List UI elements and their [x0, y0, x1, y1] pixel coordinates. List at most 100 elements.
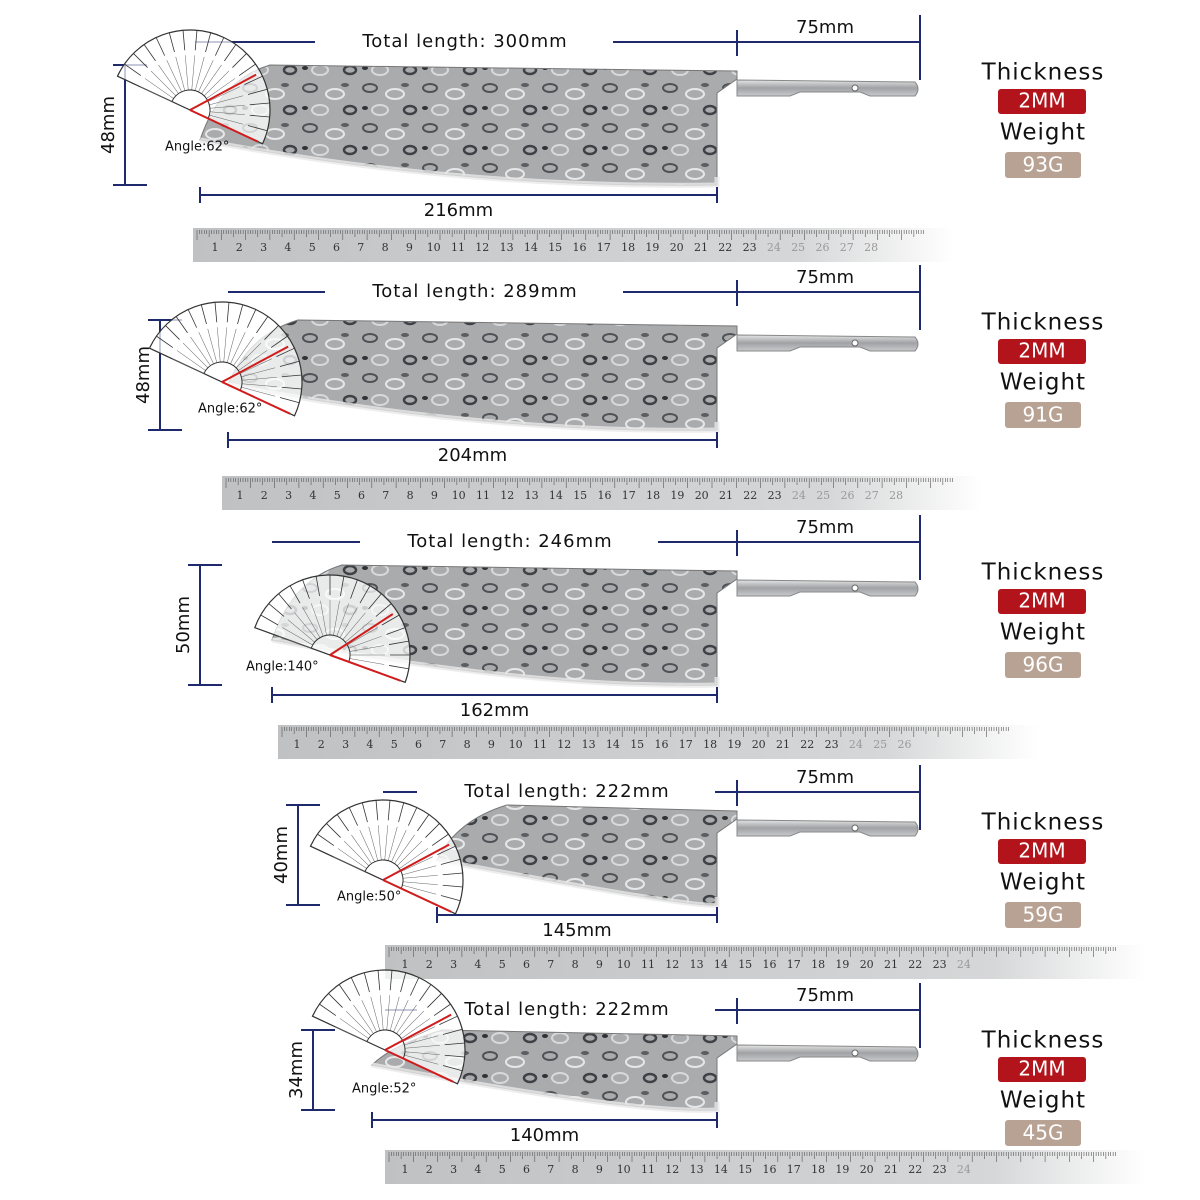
protractor-tick	[175, 316, 188, 334]
knife-row: Total length: 222mm 75mm 40mm 145mm Angle:50…	[271, 765, 1145, 979]
protractor-ray	[396, 1004, 417, 1034]
protractor-tick	[155, 37, 166, 56]
thickness-value: 2MM	[1018, 839, 1065, 863]
protractor-tick	[279, 397, 300, 404]
ruler-number: 5	[391, 738, 398, 751]
protractor-ray	[393, 1000, 409, 1032]
angle-label: Angle:52°	[352, 1082, 416, 1097]
tang	[736, 819, 919, 837]
tang-length: 75mm	[796, 517, 854, 538]
protractor-inner	[171, 89, 211, 119]
weight-value: 91G	[1023, 403, 1064, 427]
protractor-tick	[440, 895, 461, 902]
protractor-tick	[124, 63, 142, 76]
angle-ray	[189, 109, 259, 143]
protractor-ray	[368, 826, 379, 861]
ruler-number: 2	[426, 958, 433, 971]
blade	[436, 804, 738, 906]
blade-length: 216mm	[424, 200, 493, 221]
weight-label: Weight	[1000, 120, 1086, 146]
blade-length: 145mm	[542, 920, 611, 941]
protractor-ray	[198, 60, 214, 92]
ruler-number: 12	[557, 738, 571, 751]
thickness-value: 2MM	[1018, 589, 1065, 613]
thickness-label: Thickness	[981, 1028, 1105, 1054]
total-length: Total length: 300mm	[361, 31, 567, 52]
protractor-tick	[149, 347, 168, 358]
protractor-ray	[191, 55, 196, 91]
protractor-tick	[431, 833, 449, 846]
ruler-number: 6	[415, 738, 422, 751]
total-length: Total length: 222mm	[463, 999, 669, 1020]
ruler-number: 18	[646, 489, 660, 502]
protractor-tick	[278, 593, 292, 610]
ruler-number: 4	[474, 1163, 481, 1176]
ruler-number: 2	[236, 241, 243, 254]
blade-height: 40mm	[271, 826, 292, 884]
ruler-number: 15	[738, 1163, 752, 1176]
protractor-ray	[333, 600, 340, 636]
protractor-ray	[389, 996, 400, 1031]
protractor-ray	[333, 856, 365, 872]
protractor-tick	[398, 802, 405, 823]
ruler-number: 18	[703, 738, 717, 751]
weight-badge	[1005, 652, 1081, 678]
ruler-number: 7	[357, 241, 364, 254]
ruler-number: 10	[509, 738, 523, 751]
ruler-number: 7	[439, 738, 446, 751]
protractor-ray	[386, 995, 391, 1031]
protractor-tick	[444, 1054, 465, 1058]
tang-hole	[851, 1049, 859, 1057]
protractor-ray	[150, 70, 177, 97]
thickness-label: Thickness	[981, 810, 1105, 836]
protractor-tick	[319, 1003, 337, 1016]
thickness-value: 2MM	[1018, 339, 1065, 363]
protractor-tick	[315, 576, 320, 596]
protractor-ray	[226, 328, 237, 363]
protractor-ray	[370, 996, 381, 1031]
protractor-tick	[425, 823, 440, 838]
protractor-tick	[224, 44, 237, 62]
ruler-number: 1	[237, 489, 244, 502]
protractor-tick	[350, 977, 361, 996]
angle-label: Angle:62°	[165, 140, 229, 155]
ruler-number: 1	[402, 958, 409, 971]
tang-length: 75mm	[796, 17, 854, 38]
ruler-number: 5	[309, 241, 316, 254]
protractor-ray	[209, 104, 245, 109]
protractor-tick	[254, 627, 274, 635]
knife-row: Total length: 300mm 75mm 48mm 216mm Angle:62…	[98, 15, 1103, 262]
tang-length: 75mm	[796, 985, 854, 1006]
ruler-number: 19	[670, 489, 684, 502]
protractor-ray	[335, 1026, 367, 1042]
ruler-number: 7	[547, 958, 554, 971]
weight-badge	[1005, 1120, 1081, 1146]
protractor-tick	[389, 665, 409, 670]
protractor-ray	[349, 654, 385, 656]
tang	[736, 1044, 919, 1062]
protractor-tick	[238, 63, 256, 76]
protractor-ray	[377, 825, 382, 861]
ruler-number: 3	[342, 738, 349, 751]
protractor-tick	[389, 970, 393, 991]
ruler-number: 23	[825, 738, 839, 751]
ruler-number: 13	[690, 958, 704, 971]
ruler-number: 17	[622, 489, 636, 502]
protractor-ray	[282, 627, 313, 646]
ruler-number: 13	[582, 738, 596, 751]
protractor-tick	[302, 579, 310, 599]
knife-row: Total length: 222mm 75mm 34mm 140mm Angle:52…	[286, 969, 1145, 1184]
ruler-number: 13	[525, 489, 539, 502]
protractor-ray	[294, 612, 318, 640]
protractor-ray	[175, 56, 186, 91]
protractor-inner	[203, 361, 243, 391]
weight-label: Weight	[1000, 620, 1086, 646]
protractor-tick	[437, 845, 456, 856]
ruler-number: 26	[841, 489, 855, 502]
ruler-number: 6	[358, 489, 365, 502]
protractor-tick	[444, 1042, 465, 1046]
ruler-number: 9	[596, 1163, 603, 1176]
protractor	[116, 29, 271, 145]
protractor-tick	[260, 614, 279, 626]
ruler-number: 8	[382, 241, 389, 254]
